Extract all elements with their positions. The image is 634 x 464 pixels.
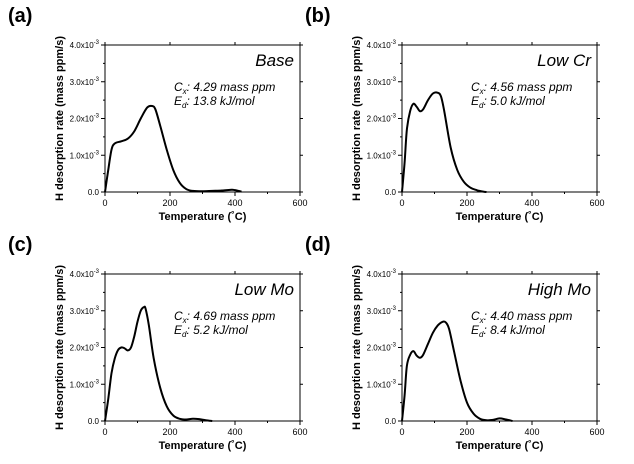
panel-label: (b) — [305, 5, 331, 27]
ed-annotation: Ed: 8.4 kJ/mol — [471, 323, 545, 339]
ed-annotation: Ed: 13.8 kJ/mol — [174, 94, 255, 110]
x-tick-label: 600 — [589, 198, 604, 208]
chart-panel: (c) 0 200 400 600 0.0 1.0x10-3 2.0x10-3 3.0x10-3… — [8, 234, 308, 452]
x-tick-label: 400 — [524, 198, 539, 208]
cx-annotation: Cx: 4.40 mass ppm — [471, 309, 572, 325]
ed-annotation: Ed: 5.2 kJ/mol — [174, 323, 248, 339]
x-tick-label: 200 — [162, 198, 177, 208]
y-tick-label: 2.0x10-3 — [70, 114, 100, 124]
panel-label: (a) — [8, 5, 32, 27]
y-tick-label: 0.0 — [88, 417, 100, 426]
x-tick-label: 600 — [292, 198, 307, 208]
y-axis-title: H desorption rate (mass ppm/s) — [54, 36, 66, 201]
chart-panel: (d) 0 200 400 600 0.0 1.0x10-3 2.0x10-3 3.0x10-3… — [305, 234, 605, 452]
x-tick-label: 0 — [399, 427, 404, 437]
y-tick-label: 4.0x10-3 — [367, 269, 397, 279]
x-axis-title: Temperature (˚C) — [456, 440, 544, 452]
cx-annotation: Cx: 4.29 mass ppm — [174, 80, 275, 96]
chart-panel: (a) 0 200 400 600 0.0 1.0x10-3 2.0x10-3 3.0x10-3… — [8, 5, 308, 223]
x-tick-label: 400 — [227, 427, 242, 437]
y-tick-label: 4.0x10-3 — [70, 40, 100, 50]
y-tick-label: 2.0x10-3 — [367, 114, 397, 124]
ed-annotation: Ed: 5.0 kJ/mol — [471, 94, 545, 110]
series-line — [104, 305, 213, 422]
x-tick-label: 200 — [459, 198, 474, 208]
x-tick-label: 0 — [102, 198, 107, 208]
y-axis-title: H desorption rate (mass ppm/s) — [351, 265, 363, 430]
series-line — [401, 320, 513, 422]
sample-name: Low Mo — [234, 280, 294, 299]
x-tick-label: 0 — [399, 198, 404, 208]
x-tick-label: 0 — [102, 427, 107, 437]
y-tick-label: 4.0x10-3 — [367, 40, 397, 50]
y-tick-label: 3.0x10-3 — [70, 77, 100, 87]
y-tick-label: 3.0x10-3 — [70, 306, 100, 316]
sample-name: Base — [255, 51, 294, 70]
x-axis-title: Temperature (˚C) — [159, 211, 247, 223]
y-tick-label: 2.0x10-3 — [70, 343, 100, 353]
x-tick-label: 200 — [162, 427, 177, 437]
x-tick-label: 400 — [524, 427, 539, 437]
y-tick-label: 4.0x10-3 — [70, 269, 100, 279]
x-tick-label: 200 — [459, 427, 474, 437]
y-tick-label: 1.0x10-3 — [367, 150, 397, 160]
y-tick-label: 0.0 — [88, 188, 100, 197]
cx-annotation: Cx: 4.56 mass ppm — [471, 80, 572, 96]
x-axis-title: Temperature (˚C) — [159, 440, 247, 452]
cx-annotation: Cx: 4.69 mass ppm — [174, 309, 275, 325]
sample-name: Low Cr — [537, 51, 592, 70]
y-tick-label: 2.0x10-3 — [367, 343, 397, 353]
series-line — [104, 104, 242, 193]
y-tick-label: 3.0x10-3 — [367, 77, 397, 87]
x-tick-label: 600 — [292, 427, 307, 437]
panel-label: (d) — [305, 234, 331, 256]
panel-label: (c) — [8, 234, 32, 256]
y-tick-label: 0.0 — [385, 417, 397, 426]
y-tick-label: 0.0 — [385, 188, 397, 197]
y-axis-title: H desorption rate (mass ppm/s) — [54, 265, 66, 430]
series-line — [401, 91, 487, 193]
y-tick-label: 1.0x10-3 — [70, 150, 100, 160]
y-tick-label: 3.0x10-3 — [367, 306, 397, 316]
x-tick-label: 600 — [589, 427, 604, 437]
y-tick-label: 1.0x10-3 — [367, 379, 397, 389]
y-tick-label: 1.0x10-3 — [70, 379, 100, 389]
x-tick-label: 400 — [227, 198, 242, 208]
sample-name: High Mo — [528, 280, 591, 299]
x-axis-title: Temperature (˚C) — [456, 211, 544, 223]
chart-panel: (b) 0 200 400 600 0.0 1.0x10-3 2.0x10-3 3.0x10-3… — [305, 5, 605, 223]
y-axis-title: H desorption rate (mass ppm/s) — [351, 36, 363, 201]
